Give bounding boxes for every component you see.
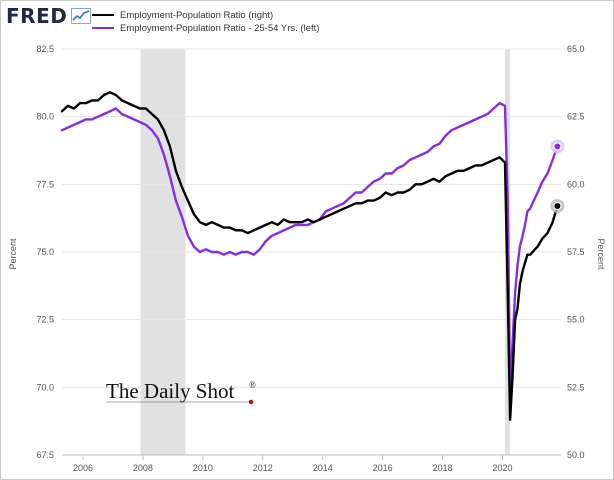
daily-shot-watermark: The Daily Shot ® (106, 379, 256, 405)
legend-swatch-black (92, 14, 114, 16)
chart-icon (71, 8, 92, 24)
right-axis-title: Percent (596, 238, 606, 270)
series-line-employment-population (60, 91, 559, 421)
end-marker (553, 142, 562, 151)
left-tick-label: 77.5 (36, 179, 54, 189)
watermark-text: The Daily Shot (106, 379, 234, 403)
right-tick-label: 57.5 (567, 247, 585, 257)
x-axis-ticks: 2006 2008 2010 2012 2014 2016 2018 2020 (62, 454, 561, 473)
left-tick-label: 67.5 (36, 450, 54, 460)
right-tick-label: 52.5 (567, 382, 585, 392)
fred-logo[interactable]: FRED (6, 4, 92, 28)
left-tick-label: 80.0 (36, 112, 54, 122)
legend-item-employment-population[interactable]: Employment-Population Ratio (right) (92, 8, 273, 22)
x-tick-label: 2020 (493, 463, 513, 473)
right-tick-label: 62.5 (567, 112, 585, 122)
x-tick-label: 2010 (193, 463, 213, 473)
fred-logo-text: FRED (6, 4, 68, 28)
end-markers (550, 139, 565, 213)
x-tick-label: 2014 (313, 463, 333, 473)
left-tick-label: 75.0 (36, 247, 54, 257)
x-tick-label: 2008 (133, 463, 153, 473)
series-lines (60, 91, 559, 421)
x-tick-label: 2016 (373, 463, 393, 473)
x-tick-label: 2006 (73, 463, 93, 473)
watermark-dot (248, 399, 254, 405)
series-line-employment-population-25-54 (60, 101, 559, 397)
left-axis-title: Percent (8, 238, 18, 270)
right-tick-label: 65.0 (567, 44, 585, 54)
legend-swatch-purple (92, 27, 114, 29)
left-tick-label: 70.0 (36, 382, 54, 392)
right-tick-label: 50.0 (567, 450, 585, 460)
end-marker (553, 201, 562, 210)
x-tick-label: 2012 (253, 463, 273, 473)
right-axis-ticks: 50.0 52.5 55.0 57.5 60.0 62.5 65.0 (567, 44, 585, 460)
watermark-registered-mark: ® (249, 380, 256, 390)
legend-label: Employment-Population Ratio - 25-54 Yrs.… (120, 22, 320, 34)
left-axis-ticks: 67.5 70.0 72.5 75.0 77.5 80.0 82.5 (36, 44, 54, 460)
legend-label: Employment-Population Ratio (right) (120, 9, 274, 21)
left-tick-label: 82.5 (36, 44, 54, 54)
right-tick-label: 60.0 (567, 179, 585, 189)
legend-item-employment-population-25-54[interactable]: Employment-Population Ratio - 25-54 Yrs.… (92, 21, 319, 35)
x-tick-label: 2018 (433, 463, 453, 473)
left-tick-label: 72.5 (36, 315, 54, 325)
right-tick-label: 55.0 (567, 315, 585, 325)
